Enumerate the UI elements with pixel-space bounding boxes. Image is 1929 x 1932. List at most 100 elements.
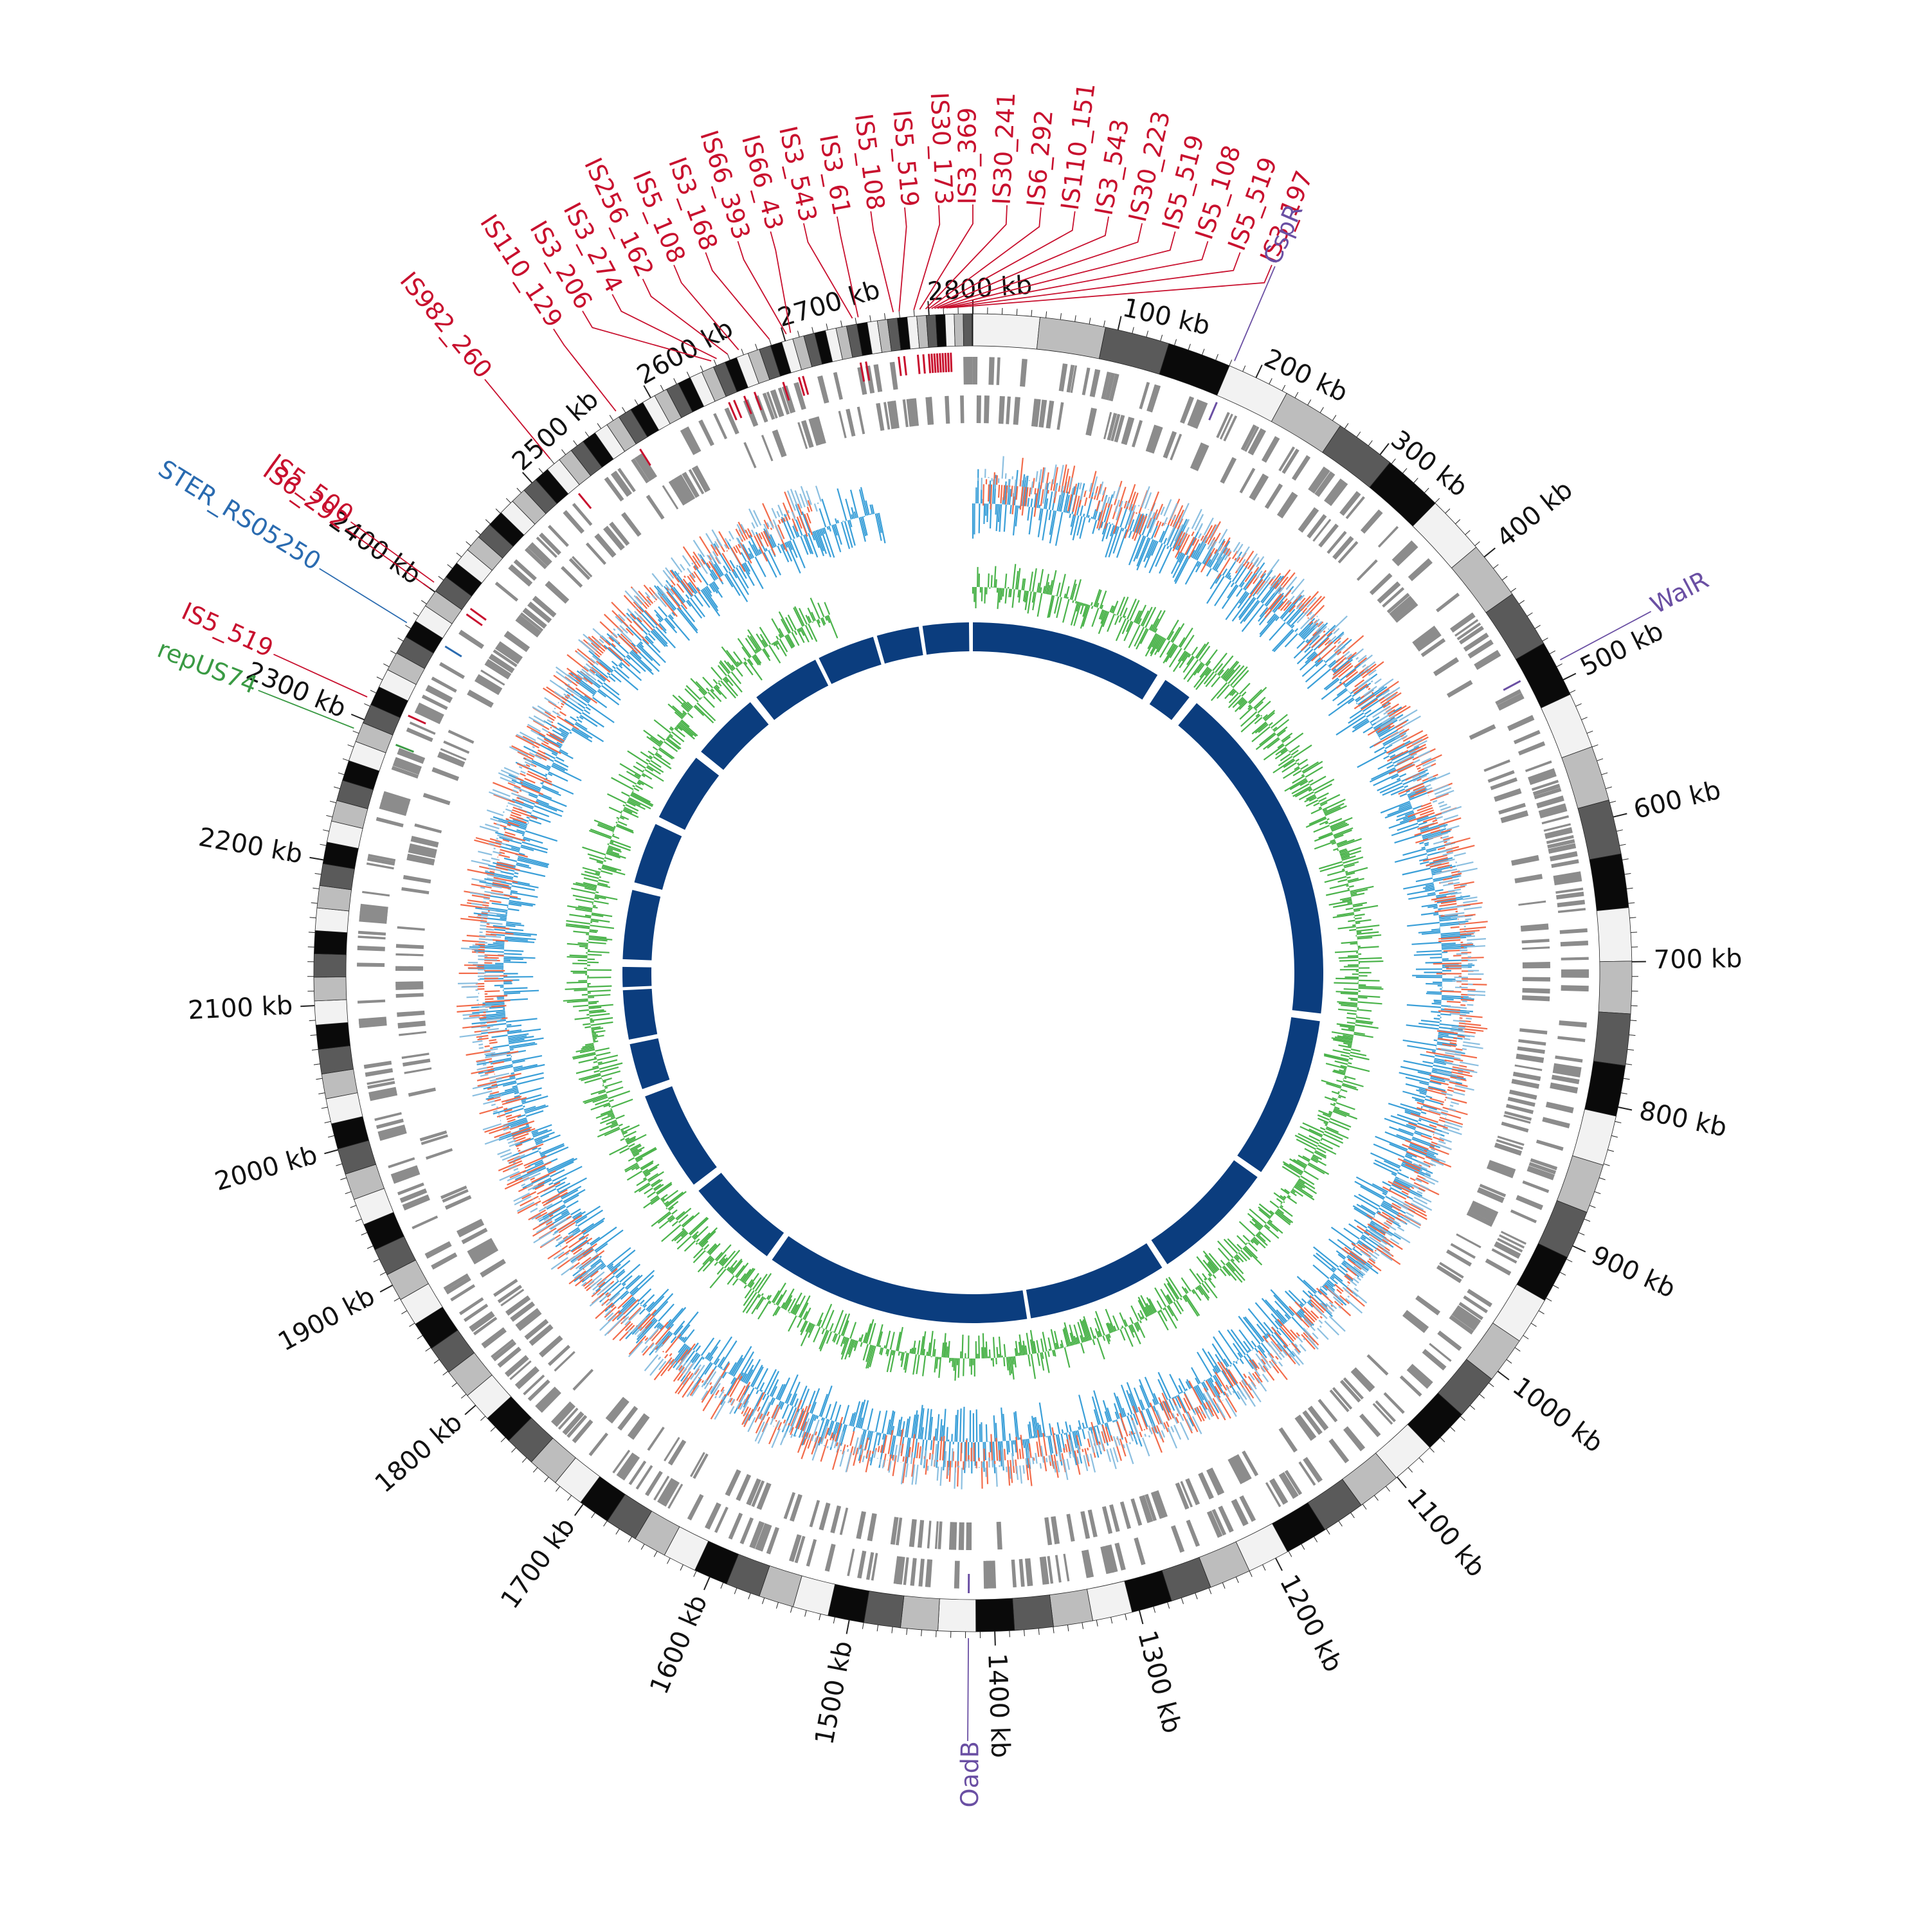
cds-segment [999, 396, 1005, 424]
cds-segment [1467, 1289, 1492, 1308]
minor-tick [1624, 1078, 1630, 1079]
cds-segment [918, 1558, 925, 1586]
minor-tick [819, 1614, 820, 1620]
feature-marker [937, 354, 938, 373]
minor-tick [585, 432, 589, 437]
cds-segment [403, 875, 431, 883]
cds-segment [1561, 985, 1589, 991]
feature-marker [934, 354, 936, 373]
minor-tick [383, 664, 389, 667]
cds-segment [358, 935, 386, 939]
cds-segment [830, 1506, 841, 1533]
cds-segment [1546, 1101, 1574, 1113]
minor-tick [374, 1259, 379, 1261]
major-tick [1276, 1558, 1282, 1571]
cds-segment [937, 1521, 942, 1549]
minor-tick [1630, 1020, 1636, 1021]
feature-marker [1503, 681, 1520, 690]
minor-tick [1174, 339, 1176, 346]
cds-segment [358, 946, 385, 952]
minor-tick [323, 830, 329, 831]
minor-tick [1320, 407, 1323, 412]
cds-segment [1262, 436, 1280, 462]
cds-segment [358, 931, 386, 935]
minor-tick [1629, 1035, 1635, 1036]
tick-label: 1400 kb [982, 1653, 1015, 1759]
minor-tick [413, 613, 419, 616]
cds-segment [856, 1511, 866, 1539]
minor-tick [340, 1178, 347, 1180]
inner-block [1237, 1017, 1320, 1172]
tick-label: 2000 kb [212, 1140, 320, 1196]
cds-segment [1561, 957, 1589, 961]
cds-segment [365, 1068, 393, 1077]
ideogram-band [973, 314, 1040, 349]
minor-tick [1414, 478, 1418, 483]
ideogram-band [945, 314, 955, 346]
minor-tick [1451, 1427, 1455, 1431]
cds-segment [1088, 1510, 1098, 1537]
cds-segment [1373, 1403, 1393, 1425]
ideogram-band [936, 314, 946, 347]
major-tick [324, 1150, 338, 1153]
minor-tick [1595, 1191, 1600, 1193]
minor-tick [694, 1571, 696, 1576]
minor-tick [1295, 392, 1298, 398]
cds-segment [1063, 1554, 1069, 1582]
cds-segment [1447, 680, 1473, 698]
minor-tick [1243, 366, 1245, 372]
ideogram-band [1037, 317, 1105, 359]
cds-segment [1277, 492, 1296, 517]
minor-tick [1515, 1348, 1520, 1351]
inner-block [629, 1038, 669, 1089]
cds-segment [867, 1513, 877, 1542]
minor-tick [1363, 1504, 1366, 1510]
cds-segment [1469, 724, 1496, 739]
minor-tick [1621, 1093, 1627, 1094]
inner-block [659, 758, 719, 830]
minor-tick [1339, 1521, 1343, 1526]
cds-segment [1130, 1498, 1142, 1526]
cds-segment [1139, 382, 1150, 410]
ideogram-band [963, 314, 972, 346]
minor-tick [1435, 498, 1440, 503]
inner-block [645, 1087, 717, 1185]
minor-tick [763, 1598, 765, 1603]
minor-tick [833, 1617, 835, 1623]
minor-tick [330, 801, 336, 803]
minor-tick [309, 1020, 316, 1021]
minor-tick [1511, 588, 1516, 592]
cds-segment [493, 1279, 518, 1297]
minor-tick [1053, 1627, 1054, 1633]
cds-segment [1059, 363, 1068, 392]
tick-label: 2100 kb [187, 991, 293, 1025]
cds-segment [572, 556, 592, 577]
minor-tick [1557, 664, 1562, 667]
cds-segment [876, 403, 884, 431]
minor-tick [316, 1078, 322, 1079]
ideogram-band [318, 1045, 354, 1074]
tick-label: 1800 kb [370, 1407, 468, 1499]
minor-tick [1345, 423, 1348, 428]
minor-tick [1460, 1416, 1465, 1421]
minor-tick [1060, 313, 1061, 320]
minor-tick [380, 1272, 386, 1276]
cds-segment [1240, 468, 1256, 494]
ideogram-band [1597, 908, 1632, 962]
minor-tick [485, 519, 490, 524]
cds-segment [1120, 1501, 1131, 1529]
minor-tick [1168, 1602, 1170, 1609]
cds-segment [397, 926, 425, 931]
cds-segment [1515, 1065, 1543, 1071]
cds-segment [358, 1000, 385, 1004]
minor-tick [1493, 564, 1498, 568]
ideogram-band [828, 1584, 869, 1623]
minor-tick [1111, 1617, 1112, 1623]
minor-tick [1546, 1298, 1552, 1301]
cds-segment [448, 730, 475, 744]
minor-tick [841, 321, 842, 327]
minor-tick [756, 344, 757, 350]
major-tick [1573, 1246, 1586, 1252]
ideogram-band [938, 1599, 976, 1632]
cds-segment [1357, 559, 1378, 581]
